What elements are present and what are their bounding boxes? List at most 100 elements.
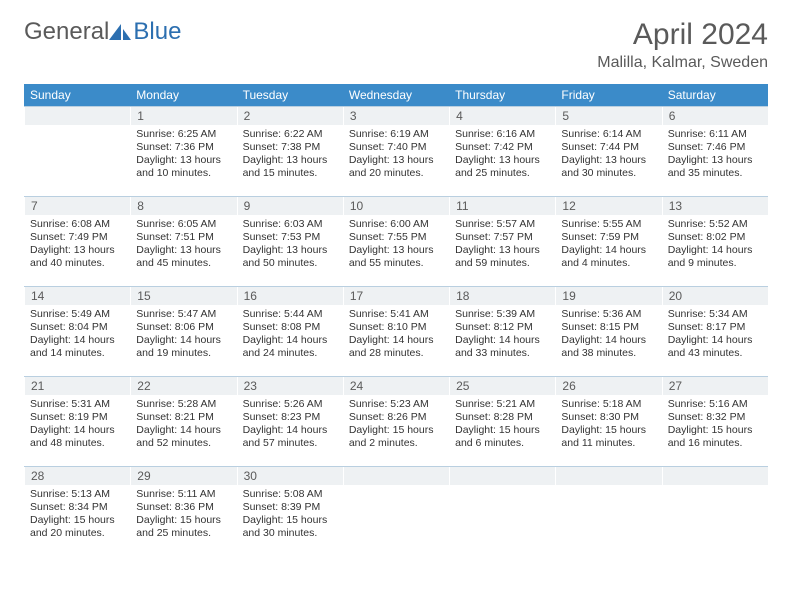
calendar-week-row: 7Sunrise: 6:08 AMSunset: 7:49 PMDaylight… xyxy=(24,196,768,286)
day-details: Sunrise: 6:14 AMSunset: 7:44 PMDaylight:… xyxy=(555,125,661,186)
day-details: Sunrise: 5:47 AMSunset: 8:06 PMDaylight:… xyxy=(130,305,236,366)
day-number: 30 xyxy=(237,467,343,485)
day-details: Sunrise: 5:16 AMSunset: 8:32 PMDaylight:… xyxy=(662,395,768,456)
day-cell: 4Sunrise: 6:16 AMSunset: 7:42 PMDaylight… xyxy=(449,106,555,186)
day-cell: 27Sunrise: 5:16 AMSunset: 8:32 PMDayligh… xyxy=(662,376,768,456)
calendar-cell xyxy=(449,466,555,556)
calendar-cell: 17Sunrise: 5:41 AMSunset: 8:10 PMDayligh… xyxy=(343,286,449,376)
calendar-week-row: 1Sunrise: 6:25 AMSunset: 7:36 PMDaylight… xyxy=(24,106,768,196)
day-details: Sunrise: 5:39 AMSunset: 8:12 PMDaylight:… xyxy=(449,305,555,366)
day-number: 9 xyxy=(237,197,343,215)
calendar-cell: 13Sunrise: 5:52 AMSunset: 8:02 PMDayligh… xyxy=(662,196,768,286)
calendar-cell: 1Sunrise: 6:25 AMSunset: 7:36 PMDaylight… xyxy=(130,106,236,196)
empty-cell xyxy=(555,466,661,485)
calendar-cell: 26Sunrise: 5:18 AMSunset: 8:30 PMDayligh… xyxy=(555,376,661,466)
day-details: Sunrise: 5:21 AMSunset: 8:28 PMDaylight:… xyxy=(449,395,555,456)
calendar-cell xyxy=(24,106,130,196)
calendar-week-row: 28Sunrise: 5:13 AMSunset: 8:34 PMDayligh… xyxy=(24,466,768,556)
day-number: 26 xyxy=(555,377,661,395)
day-cell: 30Sunrise: 5:08 AMSunset: 8:39 PMDayligh… xyxy=(237,466,343,546)
empty-cell xyxy=(24,106,130,125)
calendar-cell: 24Sunrise: 5:23 AMSunset: 8:26 PMDayligh… xyxy=(343,376,449,466)
logo: General Blue xyxy=(24,18,181,46)
calendar-cell xyxy=(555,466,661,556)
empty-daynum xyxy=(449,467,555,485)
day-details: Sunrise: 5:52 AMSunset: 8:02 PMDaylight:… xyxy=(662,215,768,276)
day-cell: 28Sunrise: 5:13 AMSunset: 8:34 PMDayligh… xyxy=(24,466,130,546)
day-number: 1 xyxy=(130,107,236,125)
day-details: Sunrise: 5:08 AMSunset: 8:39 PMDaylight:… xyxy=(237,485,343,546)
day-number: 5 xyxy=(555,107,661,125)
day-details: Sunrise: 5:11 AMSunset: 8:36 PMDaylight:… xyxy=(130,485,236,546)
day-cell: 12Sunrise: 5:55 AMSunset: 7:59 PMDayligh… xyxy=(555,196,661,276)
calendar-cell: 3Sunrise: 6:19 AMSunset: 7:40 PMDaylight… xyxy=(343,106,449,196)
day-details: Sunrise: 5:28 AMSunset: 8:21 PMDaylight:… xyxy=(130,395,236,456)
day-number: 16 xyxy=(237,287,343,305)
day-number: 11 xyxy=(449,197,555,215)
day-cell: 22Sunrise: 5:28 AMSunset: 8:21 PMDayligh… xyxy=(130,376,236,456)
day-cell: 2Sunrise: 6:22 AMSunset: 7:38 PMDaylight… xyxy=(237,106,343,186)
day-number: 8 xyxy=(130,197,236,215)
calendar-cell: 29Sunrise: 5:11 AMSunset: 8:36 PMDayligh… xyxy=(130,466,236,556)
day-cell: 23Sunrise: 5:26 AMSunset: 8:23 PMDayligh… xyxy=(237,376,343,456)
day-details: Sunrise: 5:55 AMSunset: 7:59 PMDaylight:… xyxy=(555,215,661,276)
weekday-header: Wednesday xyxy=(343,84,449,106)
logo-sail-icon xyxy=(107,22,133,42)
day-details: Sunrise: 6:00 AMSunset: 7:55 PMDaylight:… xyxy=(343,215,449,276)
day-cell: 9Sunrise: 6:03 AMSunset: 7:53 PMDaylight… xyxy=(237,196,343,276)
day-number: 17 xyxy=(343,287,449,305)
day-cell: 15Sunrise: 5:47 AMSunset: 8:06 PMDayligh… xyxy=(130,286,236,366)
empty-daynum xyxy=(662,467,768,485)
calendar-cell: 28Sunrise: 5:13 AMSunset: 8:34 PMDayligh… xyxy=(24,466,130,556)
calendar-cell: 12Sunrise: 5:55 AMSunset: 7:59 PMDayligh… xyxy=(555,196,661,286)
weekday-header: Saturday xyxy=(662,84,768,106)
day-details: Sunrise: 5:41 AMSunset: 8:10 PMDaylight:… xyxy=(343,305,449,366)
day-number: 13 xyxy=(662,197,768,215)
day-number: 27 xyxy=(662,377,768,395)
calendar-page: General Blue April 2024 Malilla, Kalmar,… xyxy=(0,0,792,574)
logo-text-blue: Blue xyxy=(133,18,181,46)
calendar-cell: 18Sunrise: 5:39 AMSunset: 8:12 PMDayligh… xyxy=(449,286,555,376)
day-cell: 19Sunrise: 5:36 AMSunset: 8:15 PMDayligh… xyxy=(555,286,661,366)
empty-cell xyxy=(449,466,555,485)
day-cell: 20Sunrise: 5:34 AMSunset: 8:17 PMDayligh… xyxy=(662,286,768,366)
calendar-cell xyxy=(343,466,449,556)
day-cell: 29Sunrise: 5:11 AMSunset: 8:36 PMDayligh… xyxy=(130,466,236,546)
weekday-header: Monday xyxy=(130,84,236,106)
day-details: Sunrise: 5:26 AMSunset: 8:23 PMDaylight:… xyxy=(237,395,343,456)
day-details: Sunrise: 5:49 AMSunset: 8:04 PMDaylight:… xyxy=(24,305,130,366)
day-number: 24 xyxy=(343,377,449,395)
calendar-header-row: SundayMondayTuesdayWednesdayThursdayFrid… xyxy=(24,84,768,106)
day-details: Sunrise: 6:22 AMSunset: 7:38 PMDaylight:… xyxy=(237,125,343,186)
day-details: Sunrise: 6:11 AMSunset: 7:46 PMDaylight:… xyxy=(662,125,768,186)
day-cell: 25Sunrise: 5:21 AMSunset: 8:28 PMDayligh… xyxy=(449,376,555,456)
weekday-header: Friday xyxy=(555,84,661,106)
day-cell: 17Sunrise: 5:41 AMSunset: 8:10 PMDayligh… xyxy=(343,286,449,366)
day-number: 29 xyxy=(130,467,236,485)
day-details: Sunrise: 6:03 AMSunset: 7:53 PMDaylight:… xyxy=(237,215,343,276)
calendar-cell: 10Sunrise: 6:00 AMSunset: 7:55 PMDayligh… xyxy=(343,196,449,286)
calendar-cell: 30Sunrise: 5:08 AMSunset: 8:39 PMDayligh… xyxy=(237,466,343,556)
day-details: Sunrise: 6:25 AMSunset: 7:36 PMDaylight:… xyxy=(130,125,236,186)
day-number: 20 xyxy=(662,287,768,305)
day-cell: 3Sunrise: 6:19 AMSunset: 7:40 PMDaylight… xyxy=(343,106,449,186)
day-details: Sunrise: 5:23 AMSunset: 8:26 PMDaylight:… xyxy=(343,395,449,456)
weekday-header: Thursday xyxy=(449,84,555,106)
day-cell: 11Sunrise: 5:57 AMSunset: 7:57 PMDayligh… xyxy=(449,196,555,276)
day-number: 6 xyxy=(662,107,768,125)
day-details: Sunrise: 6:05 AMSunset: 7:51 PMDaylight:… xyxy=(130,215,236,276)
calendar-cell: 4Sunrise: 6:16 AMSunset: 7:42 PMDaylight… xyxy=(449,106,555,196)
weekday-header: Sunday xyxy=(24,84,130,106)
calendar-cell: 19Sunrise: 5:36 AMSunset: 8:15 PMDayligh… xyxy=(555,286,661,376)
logo-text-general: General xyxy=(24,18,109,46)
weekday-header: Tuesday xyxy=(237,84,343,106)
day-cell: 16Sunrise: 5:44 AMSunset: 8:08 PMDayligh… xyxy=(237,286,343,366)
title-block: April 2024 Malilla, Kalmar, Sweden xyxy=(597,18,768,72)
day-details: Sunrise: 5:31 AMSunset: 8:19 PMDaylight:… xyxy=(24,395,130,456)
day-number: 2 xyxy=(237,107,343,125)
calendar-cell: 20Sunrise: 5:34 AMSunset: 8:17 PMDayligh… xyxy=(662,286,768,376)
day-cell: 1Sunrise: 6:25 AMSunset: 7:36 PMDaylight… xyxy=(130,106,236,186)
day-number: 18 xyxy=(449,287,555,305)
day-cell: 6Sunrise: 6:11 AMSunset: 7:46 PMDaylight… xyxy=(662,106,768,186)
day-cell: 24Sunrise: 5:23 AMSunset: 8:26 PMDayligh… xyxy=(343,376,449,456)
